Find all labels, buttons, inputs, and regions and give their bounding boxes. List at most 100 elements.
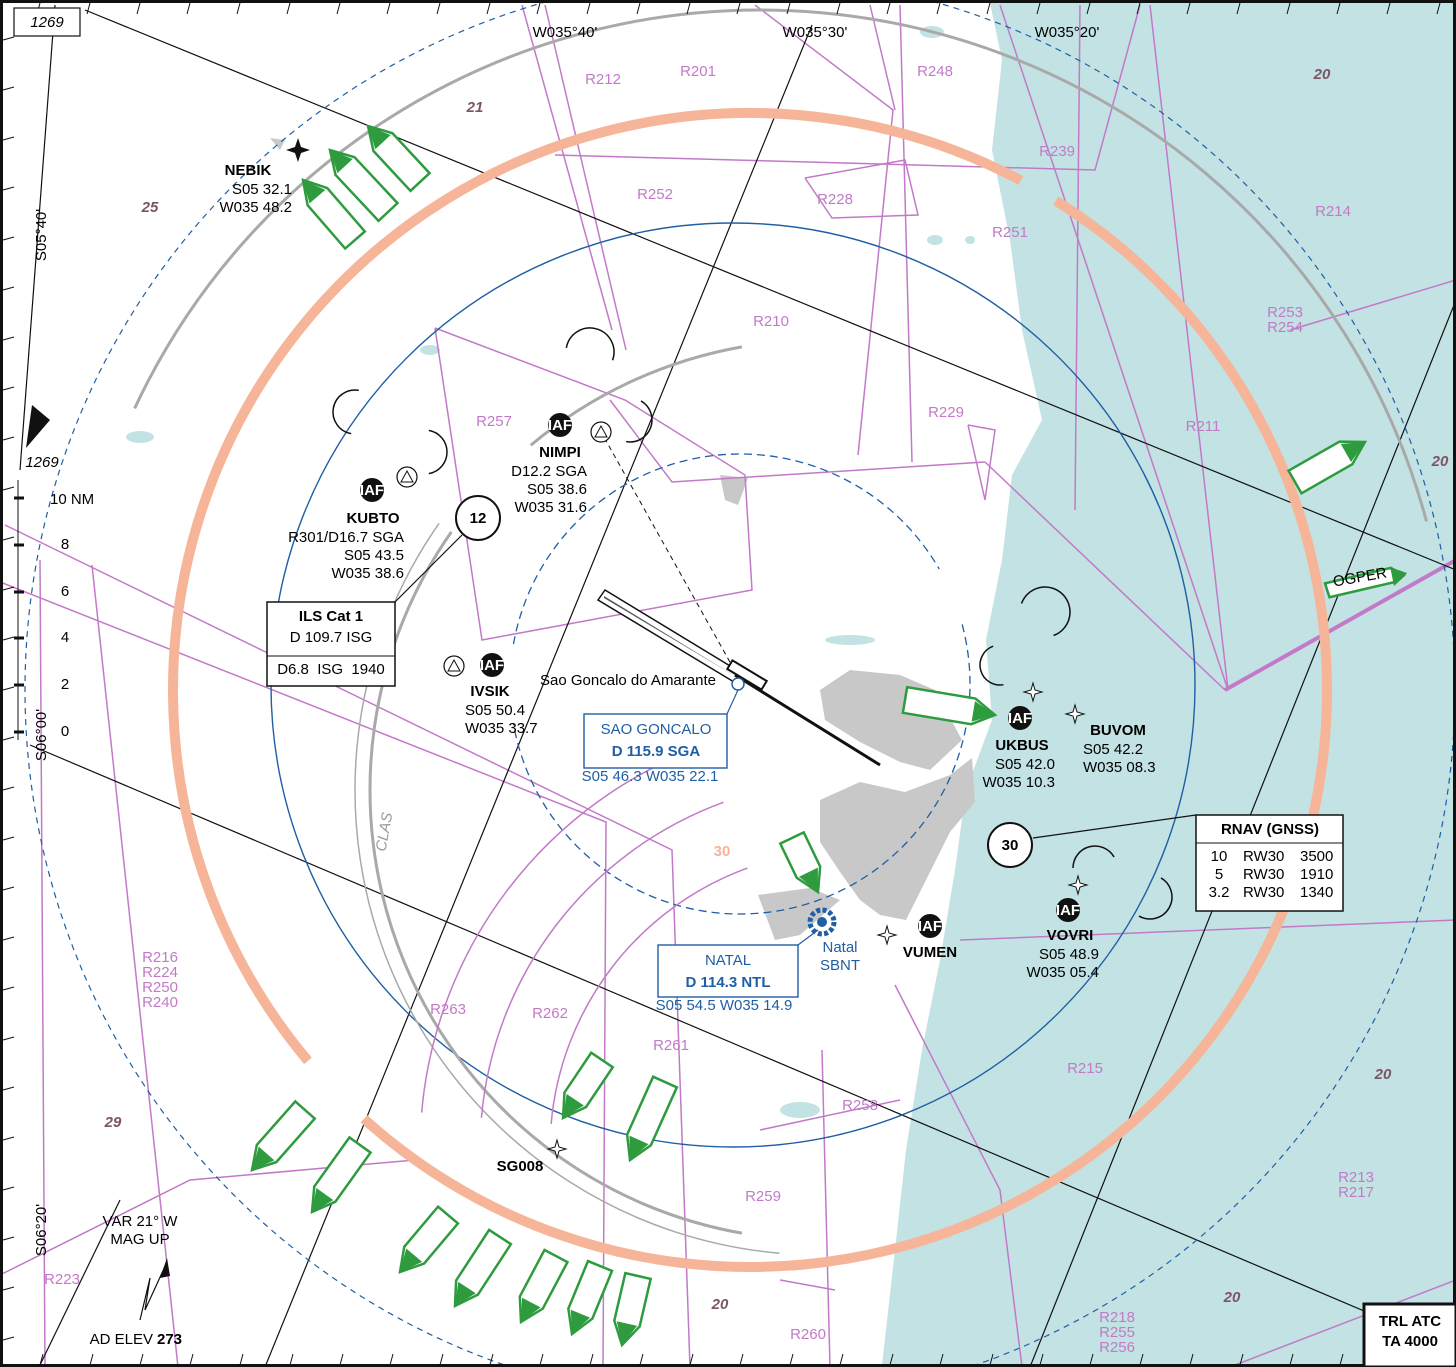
reference-number: 12 [470, 510, 487, 527]
iaf-label: IAF [480, 657, 504, 674]
transition-label: TA 4000 [1382, 1333, 1438, 1350]
sector-altitude: 20 [1313, 66, 1331, 83]
frame-tick [887, 3, 890, 14]
restricted-area-label: R254 [1267, 319, 1303, 336]
scale-label: 4 [61, 629, 69, 646]
frame-tick [637, 3, 640, 14]
frame-tick [140, 1354, 143, 1365]
scale-label: 0 [61, 723, 69, 740]
restricted-area-label: R259 [745, 1188, 781, 1205]
restricted-area-label: R257 [476, 413, 512, 430]
restricted-area-label: R256 [1099, 1339, 1135, 1356]
place-name: CLAS [373, 811, 397, 853]
altitude-value: 1269 [25, 454, 59, 471]
rnav-cell: 3.2 [1209, 884, 1230, 901]
iaf-label: IAF [548, 417, 572, 434]
frame-tick [3, 737, 14, 740]
frame-tick [3, 1337, 14, 1340]
fix-coordinate: W035 05.4 [1026, 964, 1099, 981]
fix-coordinate: W035 08.3 [1083, 759, 1156, 776]
north-arrow [160, 1258, 170, 1278]
holding-turn [626, 401, 652, 442]
iaf-label: IAF [1056, 902, 1080, 919]
holding-turn [333, 390, 359, 434]
frame-tick [237, 3, 240, 14]
restricted-area-label: R260 [790, 1326, 826, 1343]
navaid-coordinates: S05 54.5 W035 14.9 [656, 997, 793, 1014]
restricted-area-label: R262 [532, 1005, 568, 1022]
frame-tick [337, 3, 340, 14]
altitude-value: 1269 [30, 14, 64, 31]
frame-tick [3, 187, 14, 190]
frame-tick [3, 87, 14, 90]
restricted-area-label: R240 [142, 994, 178, 1011]
frame-tick [737, 3, 740, 14]
sector-altitude: 20 [1374, 1066, 1392, 1083]
sector-altitude: 30 [714, 843, 731, 860]
frame-tick [387, 3, 390, 14]
scale-label: 8 [61, 536, 69, 553]
scale-label: 2 [61, 676, 69, 693]
sector-altitude: 21 [466, 99, 484, 116]
holding-turn [566, 328, 614, 360]
restricted-area-label: R212 [585, 71, 621, 88]
restricted-area-label: R263 [430, 1001, 466, 1018]
transition-label: TRL ATC [1379, 1313, 1441, 1330]
fix-coordinate: D12.2 SGA [511, 463, 587, 480]
scale-label: 6 [61, 583, 69, 600]
frame-tick [837, 3, 840, 14]
frame-tick [790, 1354, 793, 1365]
frame-tick [290, 1354, 293, 1365]
frame-tick [590, 1354, 593, 1365]
frame-tick [187, 3, 190, 14]
elevation-value: 273 [157, 1331, 182, 1348]
parallel-label: S05°40' [33, 209, 50, 261]
sector-altitude: 20 [1223, 1289, 1241, 1306]
airspace-boundary [805, 160, 918, 218]
iaf-label: IAF [918, 918, 942, 935]
fix-name: UKBUS [995, 737, 1048, 754]
sea [882, 3, 1456, 1365]
parallel-label: S06°20' [33, 1204, 50, 1256]
frame-tick [3, 1237, 14, 1240]
meridian-label: W035°40' [533, 24, 598, 41]
frame-tick [3, 537, 14, 540]
frame-tick [3, 787, 14, 790]
frame-tick [3, 137, 14, 140]
frame-tick [3, 687, 14, 690]
frame-tick [3, 1187, 14, 1190]
restricted-area-label: R215 [1067, 1060, 1103, 1077]
frame-tick [540, 1354, 543, 1365]
holding-turn [429, 430, 447, 473]
frame-tick [3, 1137, 14, 1140]
restricted-area-label: R214 [1315, 203, 1351, 220]
arrow-head [26, 405, 50, 448]
restricted-area-label: R248 [917, 63, 953, 80]
parallel-label: S06°00' [33, 709, 50, 761]
reference-number: 30 [1002, 837, 1019, 854]
frame-tick [3, 587, 14, 590]
frame-tick [3, 37, 14, 40]
frame-tick [3, 1037, 14, 1040]
fix-coordinate: S05 43.5 [344, 547, 404, 564]
variation-label: VAR 21° W [103, 1213, 179, 1230]
msa-ring [173, 113, 1021, 1061]
fix-coordinate: S05 32.1 [232, 181, 292, 198]
airspace-boundary [822, 1050, 830, 1367]
fix-name: IVSIK [470, 683, 509, 700]
restricted-area-label: R217 [1338, 1184, 1374, 1201]
airspace-boundary [545, 5, 626, 350]
navaid-coordinates: S05 46.3 W035 22.1 [582, 768, 719, 785]
elevation-label: AD ELEV [90, 1331, 153, 1348]
navaid-name: SAO GONCALO [601, 721, 712, 738]
frame-tick [440, 1354, 443, 1365]
ils-title: ILS Cat 1 [299, 608, 363, 625]
frame-tick [3, 287, 14, 290]
leader-line [727, 690, 738, 714]
fix-symbol [878, 926, 896, 944]
frame-tick [740, 1354, 743, 1365]
restricted-area-label: R229 [928, 404, 964, 421]
rnav-title: RNAV (GNSS) [1221, 821, 1319, 838]
restricted-area-label: R201 [680, 63, 716, 80]
frame-tick [3, 987, 14, 990]
